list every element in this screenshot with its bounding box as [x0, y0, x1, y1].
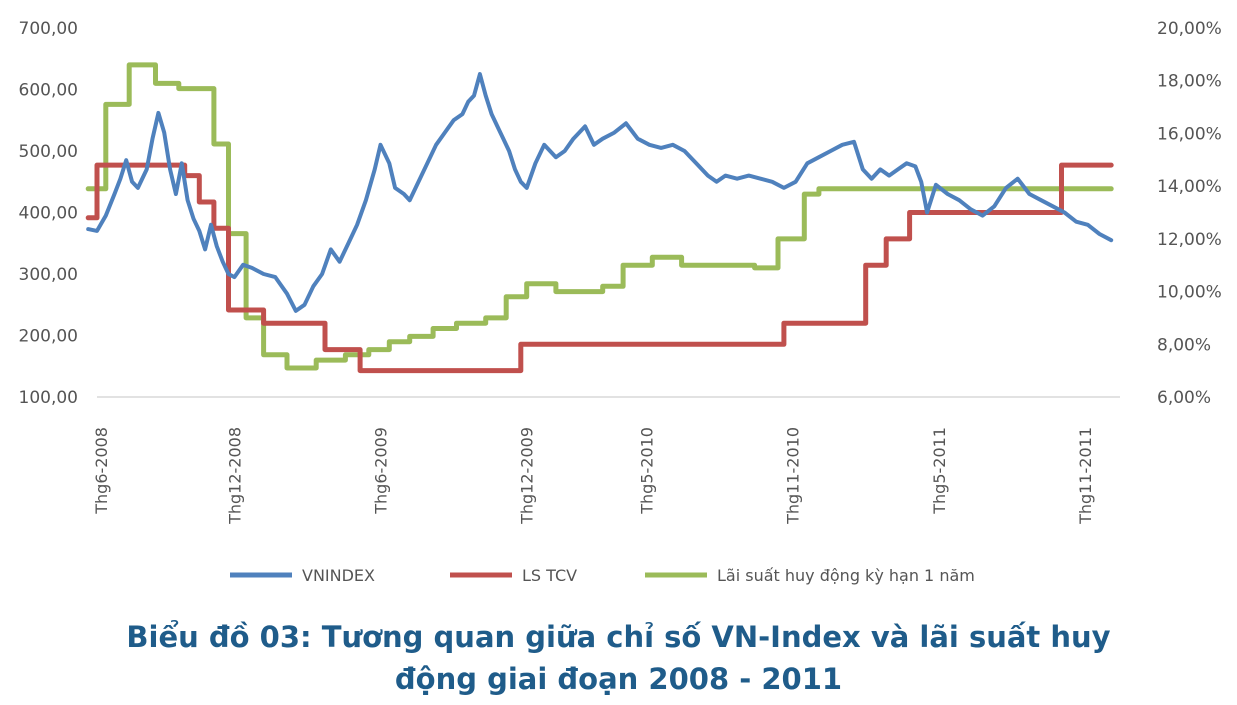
- left-axis: 700,00 600,00 500,00 400,00 300,00 200,00 100,…: [19, 19, 78, 408]
- legend-label: Lãi suất huy động kỳ hạn 1 năm: [717, 566, 975, 585]
- x-tick-label: Thg12-2008: [225, 427, 244, 525]
- series-line-vnindex: [86, 72, 1114, 313]
- legend-label: LS TCV: [522, 566, 577, 585]
- left-tick-label: 500,00: [19, 142, 78, 162]
- figure-caption: Biểu đồ 03: Tương quan giữa chỉ số VN-In…: [0, 616, 1237, 700]
- caption-line-1: Biểu đồ 03: Tương quan giữa chỉ số VN-In…: [126, 620, 1111, 654]
- left-tick-label: 300,00: [19, 265, 78, 285]
- right-tick-label: 18,00%: [1157, 72, 1222, 92]
- left-tick-label: 700,00: [19, 19, 78, 39]
- chart-area: 700,00 600,00 500,00 400,00 300,00 200,00 100,…: [19, 19, 1222, 585]
- x-axis: Thg6-2008 Thg12-2008 Thg6-2009 Thg12-2009 Th…: [92, 427, 1095, 525]
- x-tick-label: Thg6-2008: [92, 427, 111, 515]
- right-tick-label: 10,00%: [1157, 283, 1222, 303]
- right-tick-label: 20,00%: [1157, 19, 1222, 39]
- right-tick-label: 8,00%: [1157, 335, 1211, 355]
- plot-series: [85, 62, 1114, 374]
- x-tick-label: Thg6-2009: [372, 427, 391, 515]
- x-tick-label: Thg5-2011: [930, 427, 949, 515]
- legend: VNINDEX LS TCV Lãi suất huy động kỳ hạn 1 …: [230, 566, 975, 585]
- left-tick-label: 200,00: [19, 327, 78, 347]
- right-tick-label: 12,00%: [1157, 230, 1222, 250]
- series-line-ls-tcv: [85, 162, 1114, 374]
- x-tick-label: Thg11-2011: [1076, 427, 1095, 525]
- left-tick-label: 100,00: [19, 388, 78, 408]
- caption-line-2: động giai đoạn 2008 - 2011: [394, 662, 843, 696]
- x-tick-label: Thg5-2010: [638, 427, 657, 515]
- series-line-l-i-su-t-huy-ng-k-h-n-1-n-m: [85, 62, 1114, 371]
- right-tick-label: 6,00%: [1157, 388, 1211, 408]
- legend-label: VNINDEX: [302, 566, 375, 585]
- left-tick-label: 400,00: [19, 204, 78, 224]
- right-tick-label: 14,00%: [1157, 177, 1222, 197]
- right-tick-label: 16,00%: [1157, 124, 1222, 144]
- left-tick-label: 600,00: [19, 81, 78, 101]
- x-tick-label: Thg12-2009: [518, 427, 537, 525]
- right-axis: 20,00% 18,00% 16,00% 14,00% 12,00% 10,00% 8,00…: [1157, 19, 1222, 408]
- x-tick-label: Thg11-2010: [784, 427, 803, 525]
